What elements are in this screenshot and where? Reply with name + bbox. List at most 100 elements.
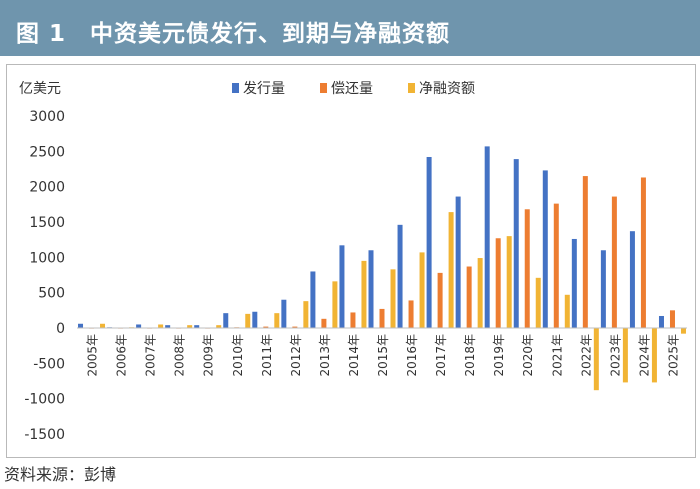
bar-issuance: [194, 325, 200, 328]
bar-issuance: [165, 325, 171, 328]
y-axis-unit-label: 亿美元: [19, 81, 61, 97]
bar-net: [564, 294, 570, 328]
bar-issuance: [484, 146, 490, 328]
source-note: 资料来源：彭博: [4, 465, 117, 484]
bar-issuance: [455, 196, 461, 328]
x-tick-label: 2020年: [521, 334, 535, 377]
legend-swatch-net: [408, 83, 415, 93]
y-tick-label: 500: [38, 286, 65, 302]
y-tick-label: 1500: [29, 215, 65, 231]
figure-title: 图 1 中资美元债发行、到期与净融资额: [16, 21, 451, 47]
bar-net: [100, 323, 106, 328]
bar-issuance: [339, 245, 345, 328]
bar-repayment: [379, 308, 385, 328]
bar-repayment: [350, 312, 356, 328]
y-tick-label: -1000: [24, 392, 65, 408]
bar-issuance: [426, 156, 432, 328]
bar-net: [448, 212, 454, 328]
bar-issuance: [513, 159, 519, 328]
bar-repayment: [263, 326, 269, 328]
bar-issuance: [252, 311, 258, 328]
x-tick-label: 2023年: [608, 334, 622, 377]
x-tick-label: 2005年: [86, 334, 100, 377]
y-axis: 3000 2500 2000 1500 1000 500 0 -500 -1000 -1500: [24, 109, 65, 443]
legend-label-issuance: 发行量: [243, 81, 285, 97]
bar-issuance: [281, 299, 287, 328]
bar-repayment: [495, 238, 501, 328]
bar-repayment: [466, 266, 472, 328]
x-tick-label: 2021年: [550, 334, 564, 377]
bar-net: [390, 269, 396, 328]
bar-issuance: [78, 323, 84, 328]
x-tick-label: 2019年: [492, 334, 506, 377]
bar-issuance: [310, 271, 316, 328]
legend-label-net: 净融资额: [419, 81, 475, 97]
bar-issuance: [223, 313, 229, 328]
bar-net: [506, 236, 512, 328]
x-tick-label: 2018年: [463, 334, 477, 377]
figure-header: 图 1 中资美元债发行、到期与净融资额: [0, 0, 700, 56]
y-tick-label: 0: [56, 321, 65, 337]
y-tick-label: 3000: [29, 109, 65, 125]
x-tick-label: 2016年: [405, 334, 419, 377]
bar-net: [361, 260, 367, 328]
x-tick-label: 2013年: [318, 334, 332, 377]
bar-issuance: [629, 231, 635, 328]
y-tick-label: -500: [33, 356, 65, 372]
bar-repayment: [553, 203, 559, 328]
x-tick-label: 2010年: [231, 334, 245, 377]
bar-repayment: [321, 318, 327, 328]
x-tick-label: 2012年: [289, 334, 303, 377]
bar-repayment: [292, 326, 298, 328]
bar-issuance: [136, 324, 142, 328]
bar-net: [593, 328, 599, 391]
bar-net: [419, 252, 425, 328]
x-tick-label: 2022年: [579, 334, 593, 377]
chart-area: 亿美元 发行量 偿还量 净融资额 3000 2500 2000 1500 1000 500 0 -…: [6, 64, 696, 458]
bar-net: [535, 277, 541, 328]
x-tick-label: 2014年: [347, 334, 361, 377]
bar-net: [680, 328, 686, 334]
x-tick-label: 2007年: [144, 334, 158, 377]
legend-swatch-repayment: [320, 83, 327, 93]
legend-swatch-issuance: [232, 83, 239, 93]
bars: [78, 146, 686, 391]
bar-repayment: [669, 310, 675, 328]
bar-issuance: [542, 170, 548, 328]
bar-net: [332, 281, 338, 328]
bar-repayment: [437, 272, 443, 328]
bar-chart: 亿美元 发行量 偿还量 净融资额 3000 2500 2000 1500 1000 500 0 -…: [19, 81, 687, 443]
bar-issuance: [600, 250, 606, 328]
x-tick-label: 2025年: [666, 334, 680, 377]
bar-net: [245, 313, 251, 328]
legend: 发行量 偿还量 净融资额: [232, 81, 475, 97]
y-tick-label: 2500: [29, 144, 65, 160]
bar-net: [216, 325, 222, 328]
bar-repayment: [611, 196, 617, 328]
y-tick-label: -1500: [24, 427, 65, 443]
bar-repayment: [408, 300, 414, 328]
bar-repayment: [524, 209, 530, 328]
x-tick-label: 2009年: [202, 334, 216, 377]
bar-net: [651, 328, 657, 383]
x-tick-label: 2017年: [434, 334, 448, 377]
x-tick-label: 2015年: [376, 334, 390, 377]
bar-net: [187, 325, 193, 328]
bar-net: [303, 301, 309, 328]
y-tick-label: 2000: [29, 180, 65, 196]
x-tick-label: 2006年: [115, 334, 129, 377]
bar-repayment: [582, 176, 588, 328]
legend-label-repayment: 偿还量: [331, 81, 373, 97]
bar-net: [622, 328, 628, 383]
x-axis: 2005年 2006年 2007年 2008年 2009年 2010年 2011年 2012年…: [86, 334, 681, 377]
y-tick-label: 1000: [29, 250, 65, 266]
bar-net: [477, 258, 483, 328]
bar-net: [274, 313, 280, 328]
bar-issuance: [658, 315, 664, 328]
bar-issuance: [368, 250, 374, 328]
bar-net: [158, 324, 164, 328]
bar-issuance: [571, 238, 577, 328]
x-tick-label: 2024年: [637, 334, 651, 377]
x-tick-label: 2008年: [173, 334, 187, 377]
bar-issuance: [397, 224, 403, 328]
